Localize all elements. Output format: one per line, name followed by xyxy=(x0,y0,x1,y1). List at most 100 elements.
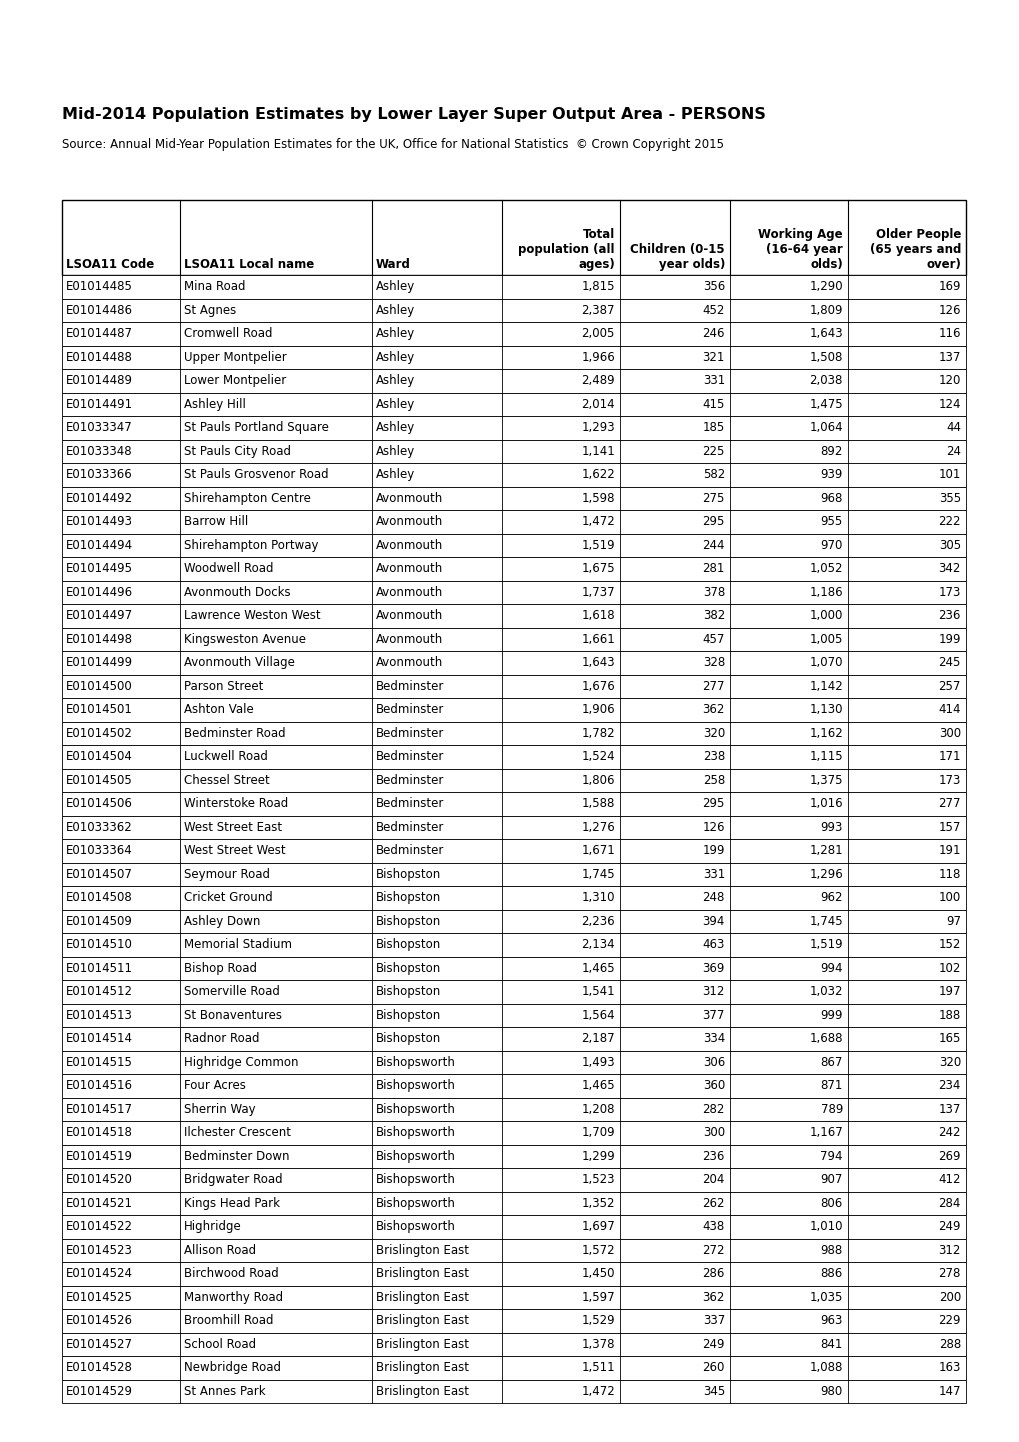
Text: Brislington East: Brislington East xyxy=(376,1268,469,1280)
Text: St Pauls City Road: St Pauls City Road xyxy=(183,444,290,457)
Text: 378: 378 xyxy=(702,585,725,598)
Text: 1,815: 1,815 xyxy=(581,280,614,293)
Text: 331: 331 xyxy=(702,375,725,388)
Text: Mid-2014 Population Estimates by Lower Layer Super Output Area - PERSONS: Mid-2014 Population Estimates by Lower L… xyxy=(62,107,765,123)
Text: Chessel Street: Chessel Street xyxy=(183,774,269,787)
Text: 1,572: 1,572 xyxy=(581,1244,614,1257)
Text: Bishopston: Bishopston xyxy=(376,985,441,998)
Text: Parson Street: Parson Street xyxy=(183,679,263,692)
Text: 305: 305 xyxy=(937,539,960,552)
Text: 980: 980 xyxy=(820,1384,842,1397)
Text: E01014517: E01014517 xyxy=(66,1103,132,1116)
Text: Radnor Road: Radnor Road xyxy=(183,1032,259,1045)
Bar xyxy=(62,746,965,769)
Text: 100: 100 xyxy=(937,891,960,904)
Text: Bishopsworth: Bishopsworth xyxy=(376,1149,455,1162)
Text: Avonmouth: Avonmouth xyxy=(376,539,443,552)
Text: E01014521: E01014521 xyxy=(66,1197,132,1210)
Text: 1,475: 1,475 xyxy=(809,398,842,411)
Text: Brislington East: Brislington East xyxy=(376,1338,469,1351)
Text: Brislington East: Brislington East xyxy=(376,1291,469,1304)
Text: 362: 362 xyxy=(702,1291,725,1304)
Text: 955: 955 xyxy=(820,515,842,528)
Bar xyxy=(62,627,965,650)
Bar xyxy=(62,1004,965,1027)
Text: 306: 306 xyxy=(702,1056,725,1069)
Text: 284: 284 xyxy=(937,1197,960,1210)
Text: E01014529: E01014529 xyxy=(66,1384,132,1397)
Text: 300: 300 xyxy=(702,1126,725,1139)
Text: E01033362: E01033362 xyxy=(66,820,132,833)
Text: 356: 356 xyxy=(702,280,725,293)
Text: 171: 171 xyxy=(937,750,960,763)
Text: 2,005: 2,005 xyxy=(581,327,614,340)
Text: Bishopsworth: Bishopsworth xyxy=(376,1056,455,1069)
Text: Ashley: Ashley xyxy=(376,280,415,293)
Text: Bridgwater Road: Bridgwater Road xyxy=(183,1174,282,1187)
Text: Total
population (all
ages): Total population (all ages) xyxy=(518,228,614,271)
Bar xyxy=(62,933,965,956)
Text: Upper Montpelier: Upper Montpelier xyxy=(183,350,286,363)
Text: E01014495: E01014495 xyxy=(66,562,132,575)
Text: Ashley Hill: Ashley Hill xyxy=(183,398,246,411)
Bar xyxy=(62,510,965,534)
Text: 360: 360 xyxy=(702,1079,725,1092)
Text: 249: 249 xyxy=(937,1220,960,1233)
Text: 867: 867 xyxy=(820,1056,842,1069)
Text: 152: 152 xyxy=(937,939,960,952)
Bar xyxy=(62,486,965,510)
Text: E01014488: E01014488 xyxy=(66,350,132,363)
Text: Ashley: Ashley xyxy=(376,398,415,411)
Text: St Bonaventures: St Bonaventures xyxy=(183,1009,281,1022)
Text: 1,035: 1,035 xyxy=(809,1291,842,1304)
Text: 999: 999 xyxy=(819,1009,842,1022)
Text: 463: 463 xyxy=(702,939,725,952)
Text: 197: 197 xyxy=(937,985,960,998)
Text: E01033348: E01033348 xyxy=(66,444,132,457)
Text: LSOA11 Code: LSOA11 Code xyxy=(66,258,154,271)
Text: 286: 286 xyxy=(702,1268,725,1280)
Text: E01014525: E01014525 xyxy=(66,1291,132,1304)
Bar xyxy=(62,1027,965,1051)
Text: E01014516: E01014516 xyxy=(66,1079,132,1092)
Text: 188: 188 xyxy=(937,1009,960,1022)
Text: 1,661: 1,661 xyxy=(581,633,614,646)
Text: E01014492: E01014492 xyxy=(66,492,133,505)
Text: 1,465: 1,465 xyxy=(581,1079,614,1092)
Text: Avonmouth: Avonmouth xyxy=(376,492,443,505)
Text: E01014487: E01014487 xyxy=(66,327,132,340)
Text: Avonmouth: Avonmouth xyxy=(376,610,443,623)
Text: Ashley: Ashley xyxy=(376,375,415,388)
Text: 328: 328 xyxy=(702,656,725,669)
Text: E01014524: E01014524 xyxy=(66,1268,132,1280)
Text: 238: 238 xyxy=(702,750,725,763)
Text: Bishopston: Bishopston xyxy=(376,939,441,952)
Text: 225: 225 xyxy=(702,444,725,457)
Text: Bishopston: Bishopston xyxy=(376,891,441,904)
Text: Bedminster: Bedminster xyxy=(376,704,444,717)
Text: 191: 191 xyxy=(937,844,960,857)
Text: 321: 321 xyxy=(702,350,725,363)
Text: 382: 382 xyxy=(702,610,725,623)
Text: 126: 126 xyxy=(702,820,725,833)
Text: Ilchester Crescent: Ilchester Crescent xyxy=(183,1126,290,1139)
Text: E01014502: E01014502 xyxy=(66,727,132,740)
Text: Bishopston: Bishopston xyxy=(376,914,441,927)
Text: E01014500: E01014500 xyxy=(66,679,132,692)
Text: 1,523: 1,523 xyxy=(581,1174,614,1187)
Text: Shirehampton Centre: Shirehampton Centre xyxy=(183,492,311,505)
Text: E01014526: E01014526 xyxy=(66,1314,132,1327)
Text: 806: 806 xyxy=(820,1197,842,1210)
Text: Winterstoke Road: Winterstoke Road xyxy=(183,797,288,810)
Text: 794: 794 xyxy=(819,1149,842,1162)
Text: 1,378: 1,378 xyxy=(581,1338,614,1351)
Text: Sherrin Way: Sherrin Way xyxy=(183,1103,256,1116)
Text: 272: 272 xyxy=(702,1244,725,1257)
Text: 165: 165 xyxy=(937,1032,960,1045)
Text: 204: 204 xyxy=(702,1174,725,1187)
Text: 1,618: 1,618 xyxy=(581,610,614,623)
Bar xyxy=(62,346,965,369)
Bar xyxy=(62,862,965,885)
Text: 163: 163 xyxy=(937,1361,960,1374)
Text: 245: 245 xyxy=(937,656,960,669)
